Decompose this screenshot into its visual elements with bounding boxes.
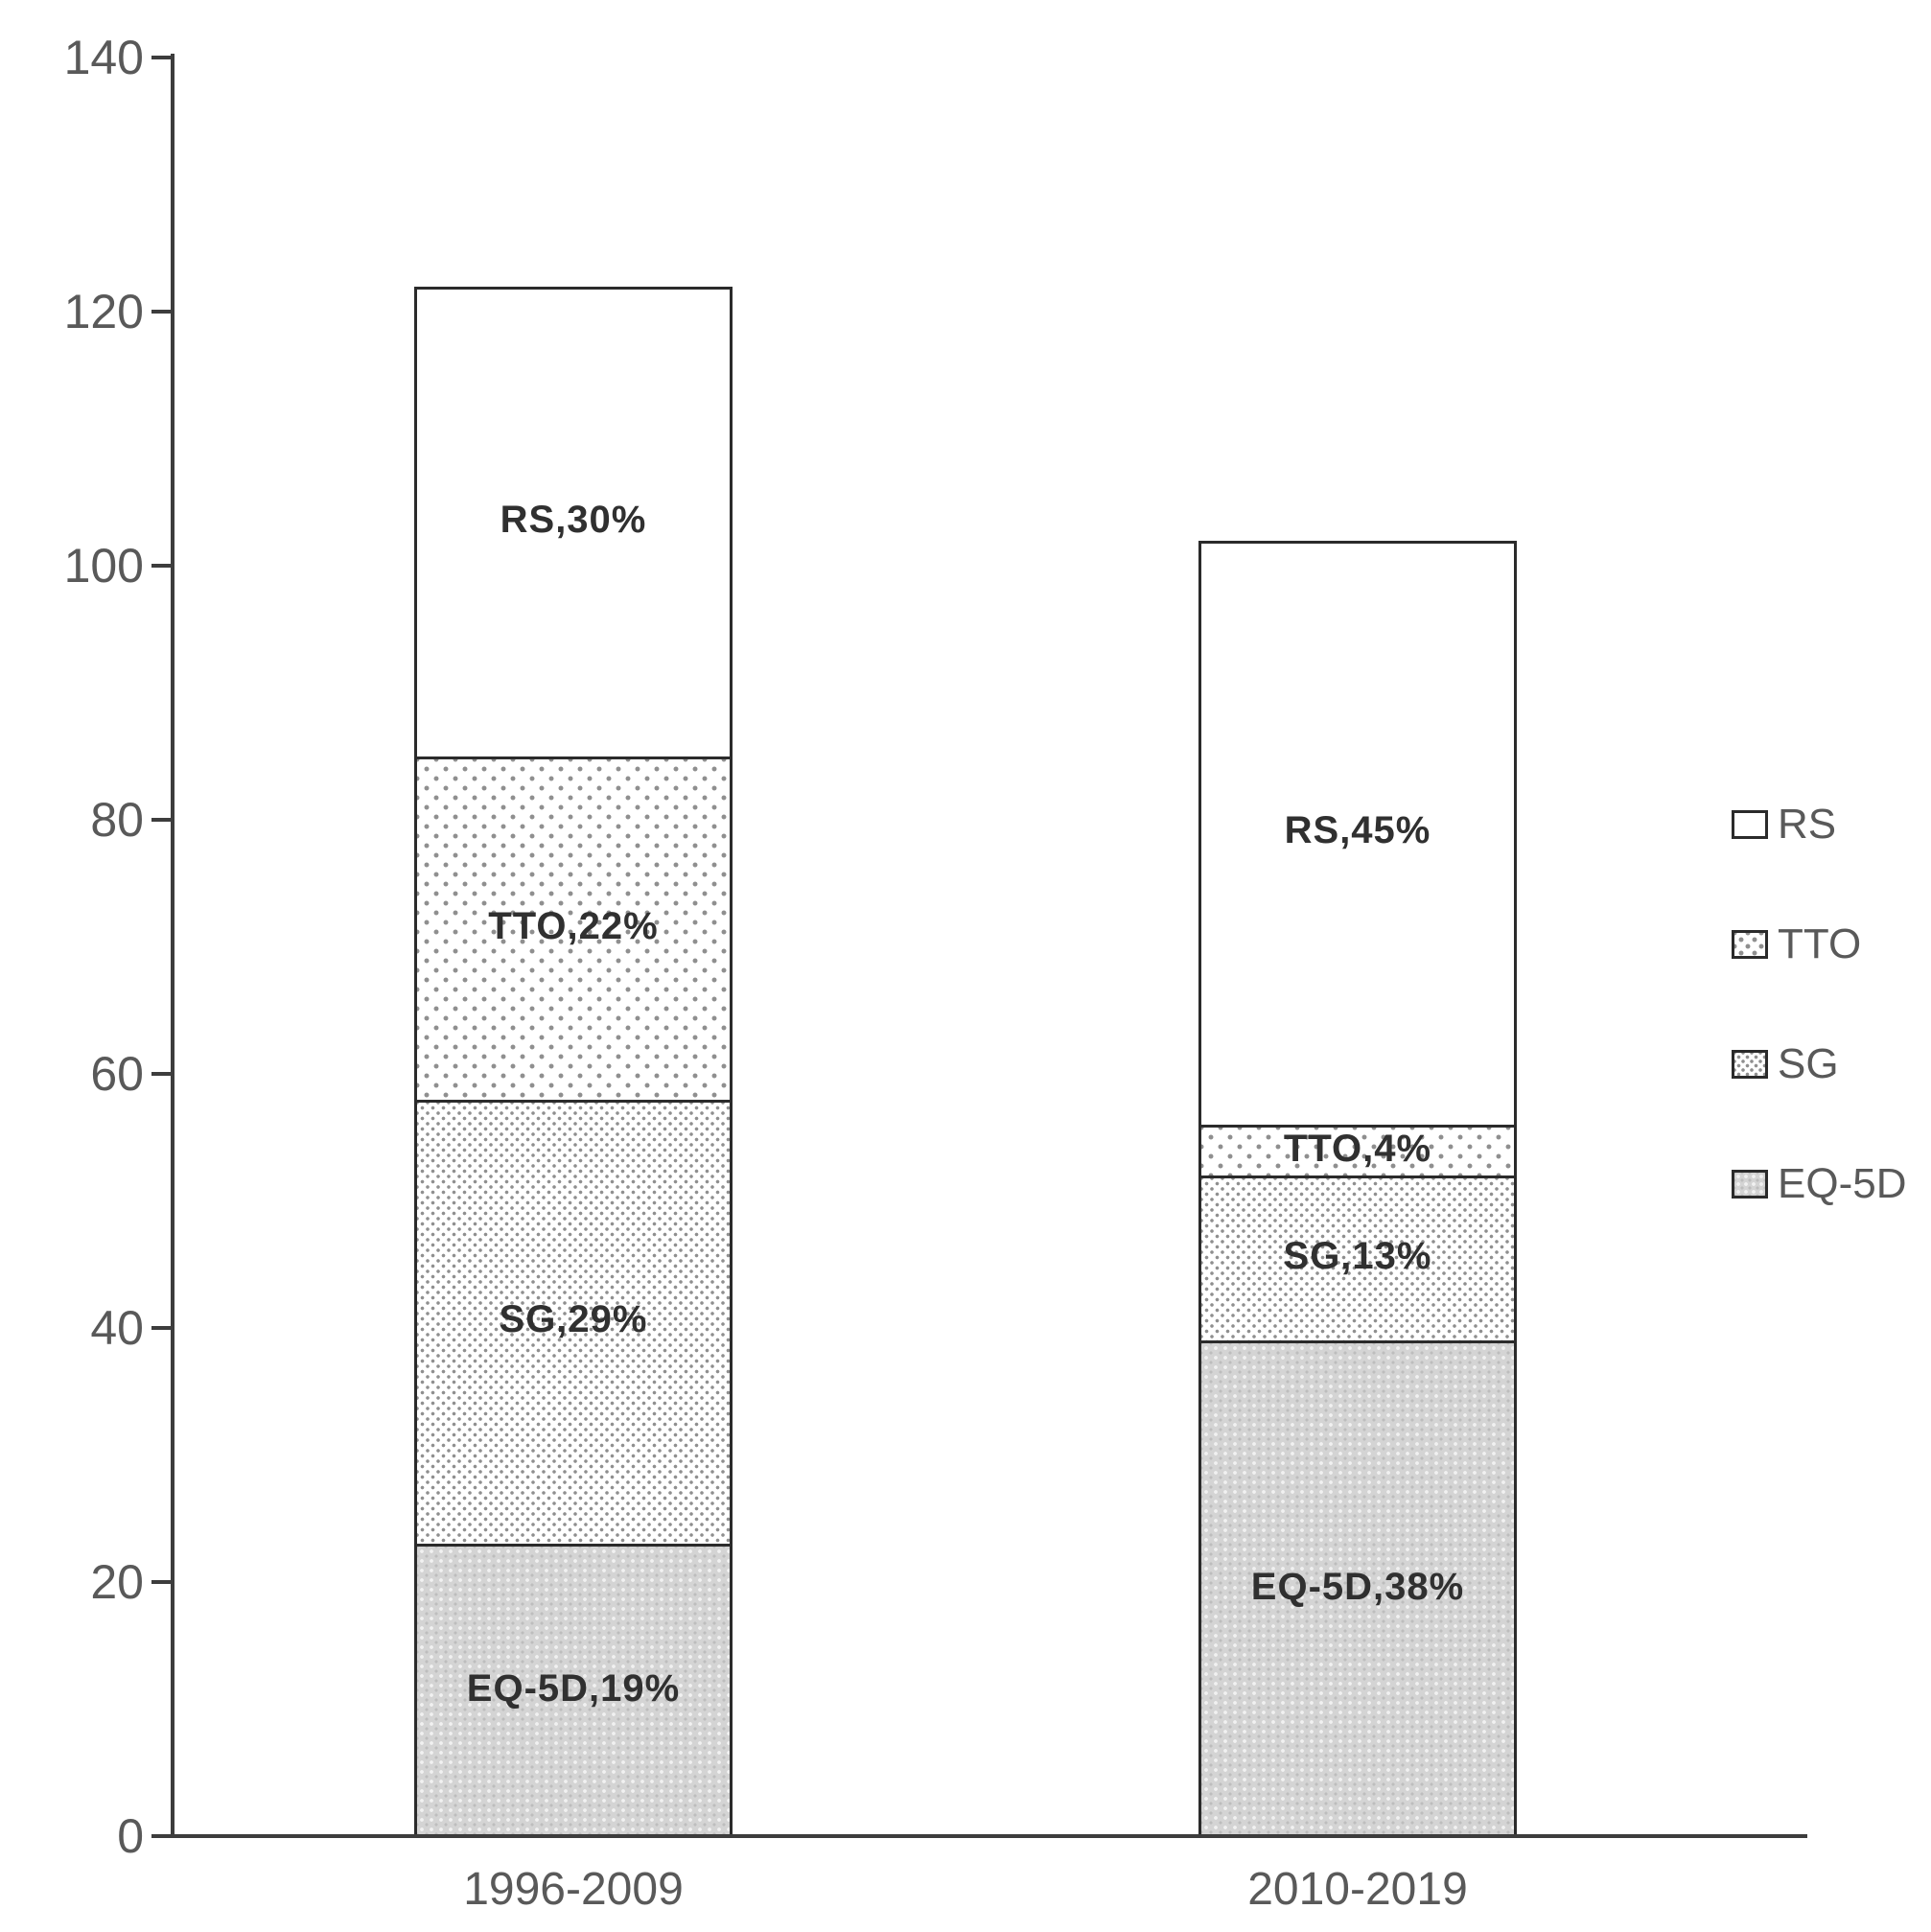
bar-segment-EQ-5D (414, 1544, 733, 1836)
legend-label: SG (1778, 1040, 1839, 1087)
y-tick-mark (151, 1834, 171, 1838)
bar-segment-RS (1198, 540, 1517, 1125)
y-tick-label: 100 (63, 539, 144, 593)
y-tick-label: 40 (90, 1301, 144, 1355)
y-tick-mark (151, 56, 171, 59)
legend-item-RS: RS (1732, 800, 1836, 850)
segment-label-TTO: TTO,22% (488, 904, 659, 947)
y-tick-mark (151, 1580, 171, 1584)
x-category-label: 1996-2009 (463, 1864, 684, 1915)
legend-swatch-SG (1732, 1050, 1768, 1079)
bar-segment-SG (1198, 1175, 1517, 1341)
bar-segment-SG (414, 1099, 733, 1545)
legend-swatch-RS (1732, 810, 1768, 839)
bar-segment-TTO (414, 756, 733, 1100)
y-tick-mark (151, 1326, 171, 1330)
segment-label-SG: SG,13% (1283, 1235, 1432, 1278)
segment-label-SG: SG,29% (499, 1298, 648, 1341)
bar-segment-EQ-5D (1198, 1340, 1517, 1836)
legend-item-SG: SG (1732, 1039, 1839, 1089)
segment-label-TTO: TTO,4% (1283, 1127, 1432, 1170)
x-category-label: 2010-2019 (1247, 1864, 1468, 1915)
bar-segment-RS (414, 286, 733, 757)
segment-label-RS: RS,30% (500, 498, 647, 541)
y-tick-label: 0 (117, 1809, 144, 1863)
y-tick-mark (151, 1072, 171, 1076)
y-tick-label: 60 (90, 1047, 144, 1101)
y-tick-mark (151, 564, 171, 568)
x-axis-line (171, 1834, 1807, 1838)
y-tick-label: 80 (90, 793, 144, 847)
legend-swatch-EQ-5D (1732, 1170, 1768, 1199)
y-tick-mark (151, 818, 171, 822)
legend-label: TTO (1778, 920, 1862, 967)
y-tick-mark (151, 310, 171, 314)
y-tick-label: 120 (63, 285, 144, 338)
legend-item-TTO: TTO (1732, 919, 1861, 969)
y-tick-label: 140 (63, 31, 144, 84)
segment-label-RS: RS,45% (1284, 809, 1431, 852)
legend-item-EQ-5D: EQ-5D (1732, 1159, 1906, 1209)
y-tick-label: 20 (90, 1555, 144, 1609)
segment-label-EQ-5D: EQ-5D,19% (466, 1666, 681, 1710)
segment-label-EQ-5D: EQ-5D,38% (1250, 1565, 1465, 1608)
y-axis-line (171, 54, 174, 1838)
legend-label: RS (1778, 801, 1837, 848)
legend-label: EQ-5D (1778, 1160, 1907, 1207)
legend-swatch-TTO (1732, 930, 1768, 959)
bar-segment-TTO (1198, 1125, 1517, 1175)
